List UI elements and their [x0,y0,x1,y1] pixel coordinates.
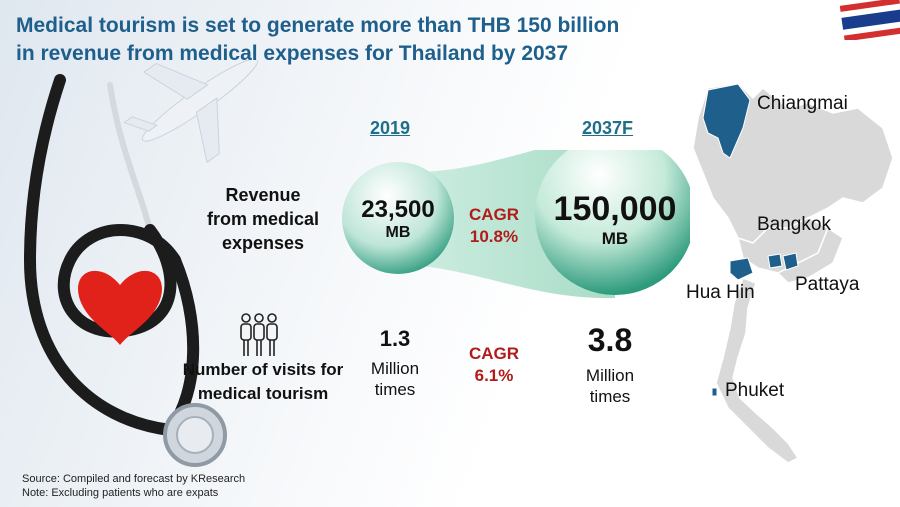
airplane-icon [123,60,259,164]
city-phuket: Phuket [725,380,785,401]
visits-2019-unit: Million times [355,358,435,400]
revenue-2019-value: 23,500 [361,196,435,223]
revenue-2019-unit: MB [385,224,411,241]
visits-2037-unit-line-1: Million [585,366,635,385]
heart-icon [78,270,162,345]
huahin-region [729,257,754,281]
revenue-2037: 150,000 MB [535,190,695,250]
title-line-2: in revenue from medical expenses for Tha… [16,42,569,65]
visits-label: Number of visits for medical tourism [168,358,358,406]
visits-cagr: CAGR 6.1% [452,343,536,387]
city-pattaya: Pattaya [795,274,860,295]
thailand-flag-icon [839,0,900,40]
phuket-region [711,387,718,397]
visits-2037-unit-line-2: times [589,387,631,406]
source-note: Source: Compiled and forecast by KResear… [22,473,246,485]
visits-label-line-1: Number of visits for [182,360,344,379]
bangkok-region [767,253,783,269]
visits-label-line-2: medical tourism [197,384,329,403]
bubble-2019 [342,162,454,274]
revenue-label-line-3: expenses [221,233,305,253]
pattaya-region [782,252,799,271]
visits-2037-unit: Million times [570,365,650,407]
revenue-2019: 23,500 MB [338,197,458,243]
revenue-2037-value: 150,000 [553,190,677,228]
visits-cagr-label: CAGR [468,344,520,363]
visits-2019-unit-line-2: times [374,380,416,399]
revenue-cagr-value: 10.8% [469,227,519,246]
visits-2019-unit-line-1: Million [370,359,420,378]
title-line-1: Medical tourism is set to generate more … [16,14,620,37]
city-huahin: Hua Hin [686,282,755,303]
stethoscope-illustration [23,60,259,467]
revenue-label-line-1: Revenue [225,185,301,205]
visits-2037-value: 3.8 [587,322,633,358]
page-title: Medical tourism is set to generate more … [16,12,696,68]
visits-2019-value: 1.3 [379,326,411,351]
year-2037-header: 2037F [582,118,634,138]
expats-note: Note: Excluding patients who are expats [22,487,219,499]
city-bangkok: Bangkok [757,214,831,235]
city-chiangmai: Chiangmai [757,93,848,114]
revenue-label: Revenue from medical expenses [178,183,348,255]
revenue-2037-unit: MB [601,229,629,248]
visits-cagr-value: 6.1% [474,366,514,385]
revenue-cagr-label: CAGR [468,205,520,224]
revenue-cagr: CAGR 10.8% [452,204,536,248]
people-icon [240,313,278,356]
revenue-label-line-2: from medical [206,209,320,229]
thailand-map [692,82,894,464]
chiangmai-region [702,83,751,159]
year-2019-header: 2019 [370,118,411,138]
bubble-2037 [535,150,690,295]
revenue-growth-graphic [342,150,690,299]
